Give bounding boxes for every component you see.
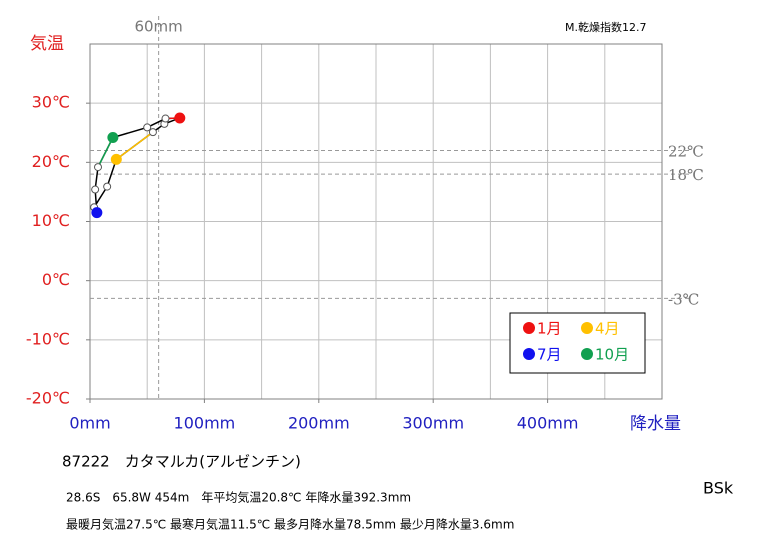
legend-marker (523, 348, 535, 360)
y-tick-label: 10℃ (32, 211, 70, 230)
legend-marker (581, 322, 593, 334)
data-point (148, 128, 157, 137)
y-tick-label: -20℃ (26, 389, 70, 408)
reference-label: 18℃ (668, 166, 704, 184)
legend-marker (581, 348, 593, 360)
x-tick-label: 200mm (288, 414, 350, 433)
y-tick-label: 0℃ (42, 270, 70, 289)
data-point (91, 207, 103, 219)
station: 87222 カタマルカ(アルゼンチン) (62, 453, 301, 471)
reference-label: 22℃ (668, 143, 704, 161)
y-tick-label: 20℃ (32, 152, 70, 171)
climate-code: BSk (703, 479, 734, 498)
info-line: 最暖月気温27.5℃ 最寒月気温11.5℃ 最多月降水量78.5mm 最少月降水… (66, 517, 514, 532)
legend-box (509, 312, 646, 374)
legend-label: 7月 (537, 346, 562, 364)
legend-marker (523, 322, 535, 334)
data-point (103, 182, 112, 191)
x-axis-label: 降水量 (630, 414, 681, 434)
data-point (143, 123, 152, 132)
legend-label: 10月 (595, 346, 629, 364)
y-tick-label: -10℃ (26, 329, 70, 348)
data-point (174, 112, 186, 124)
data-point (94, 163, 103, 172)
legend-label: 1月 (537, 320, 562, 338)
x-tick-label: 300mm (402, 414, 464, 433)
data-point (161, 114, 170, 123)
info-line: 28.6S 65.8W 454m 年平均気温20.8℃ 年降水量392.3mm (66, 490, 411, 505)
colored-segment (97, 137, 114, 168)
reference-label: -3℃ (668, 290, 699, 308)
legend-label: 4月 (595, 320, 620, 338)
data-point (91, 185, 100, 194)
y-tick-label: 30℃ (32, 93, 70, 112)
colored-segment (115, 131, 154, 160)
y-axis-label: 気温 (30, 34, 64, 54)
x-tick-label: 0mm (69, 414, 110, 433)
x-tick-label: 100mm (174, 414, 236, 433)
data-point (107, 131, 119, 143)
index-label: M.乾燥指数12.7 (565, 20, 646, 34)
x-tick-label: 400mm (517, 414, 579, 433)
data-line (93, 117, 181, 213)
reference-label: 60mm (134, 18, 182, 36)
data-point (110, 153, 122, 165)
